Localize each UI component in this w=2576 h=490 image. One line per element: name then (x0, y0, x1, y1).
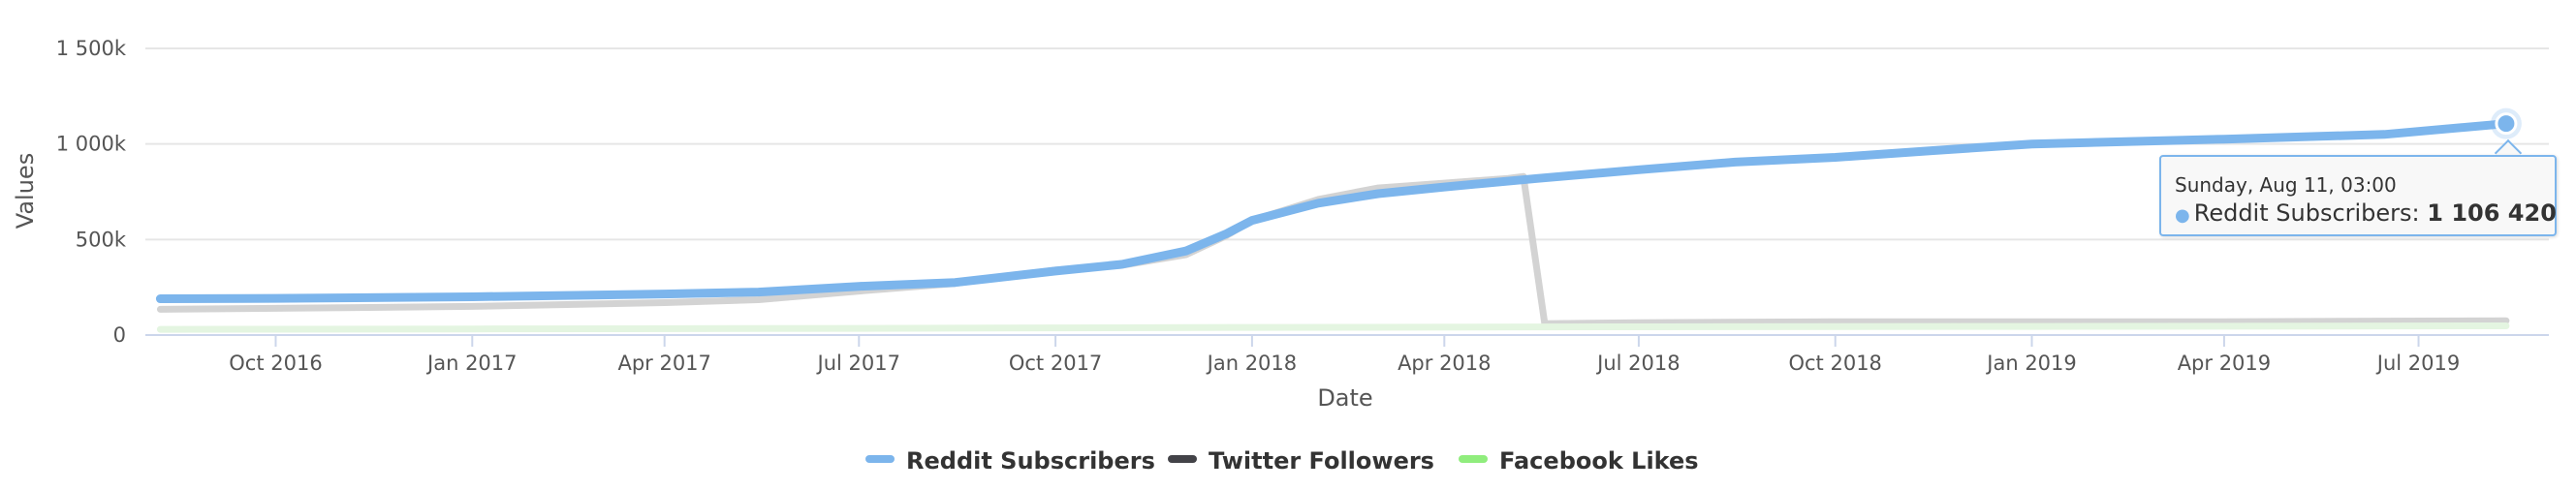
y-axis-ticks: 0 500k 1 000k 1 500k (56, 37, 127, 347)
tooltip: Sunday, Aug 11, 03:00 ● Reddit Subscriber… (2159, 155, 2557, 236)
series-lines[interactable] (155, 107, 2522, 333)
legend-swatch (1168, 455, 1197, 463)
tooltip-series-dot: ● (2175, 205, 2190, 226)
x-axis-ticks: Oct 2016 Jan 2017 Apr 2017 Jul 2017 Oct 2017… (229, 335, 2460, 375)
tooltip-value: 1 106 420 (2427, 199, 2557, 227)
y-tick-label: 1 000k (56, 133, 127, 156)
x-tick-label: Jul 2018 (1595, 352, 1680, 375)
x-tick-label: Jan 2018 (1206, 352, 1298, 375)
tooltip-date: Sunday, Aug 11, 03:00 (2175, 173, 2397, 197)
x-tick-label: Oct 2016 (229, 352, 322, 375)
legend-item[interactable]: Reddit Subscribers (906, 447, 1155, 475)
x-axis-title: Date (1317, 384, 1372, 412)
legend-item[interactable]: Facebook Likes (1499, 447, 1699, 475)
y-axis-title: Values (12, 153, 39, 229)
x-tick-label: Oct 2017 (1009, 352, 1102, 375)
x-tick-label: Jan 2019 (1985, 352, 2077, 375)
legend: Reddit Subscribers Twitter Followers Faceb… (865, 447, 1699, 475)
legend-item[interactable]: Twitter Followers (1209, 447, 1434, 475)
y-tick-label: 1 500k (56, 37, 127, 60)
tooltip-row: ● Reddit Subscribers: 1 106 420 (2175, 198, 2557, 231)
tooltip-series-name: Reddit Subscribers: (2193, 199, 2420, 227)
x-tick-label: Jul 2017 (816, 352, 900, 375)
x-tick-label: Jan 2017 (425, 352, 518, 375)
series-line-reddit-subscribers[interactable] (155, 119, 2511, 303)
hover-point[interactable] (2495, 112, 2518, 136)
legend-swatch (865, 455, 895, 463)
x-tick-label: Apr 2017 (617, 352, 710, 375)
legend-swatch (1459, 455, 1488, 463)
x-tick-label: Jul 2019 (2375, 352, 2460, 375)
series-line-facebook-likes[interactable] (156, 322, 2510, 333)
y-tick-label: 500k (76, 228, 127, 251)
x-tick-label: Apr 2019 (2178, 352, 2271, 375)
x-tick-label: Oct 2018 (1788, 352, 1881, 375)
x-tick-label: Apr 2018 (1398, 352, 1491, 375)
y-tick-label: 0 (113, 323, 126, 347)
